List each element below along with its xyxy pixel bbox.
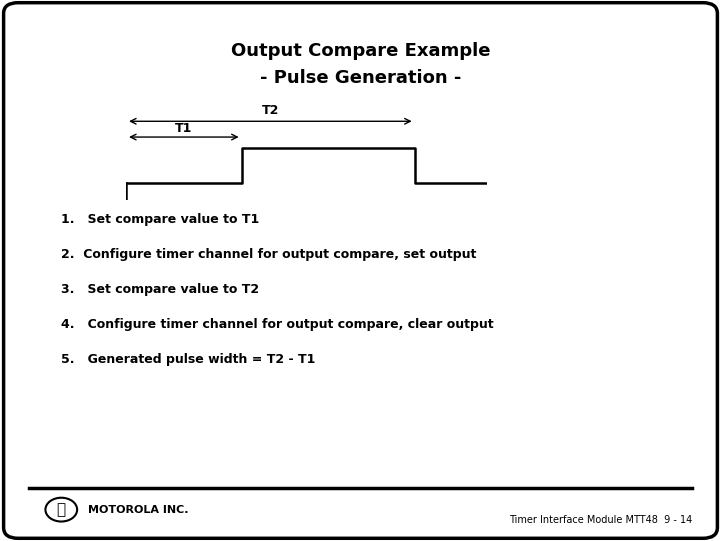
Text: 1.   Set compare value to T1: 1. Set compare value to T1 (61, 213, 260, 226)
Text: 5.   Generated pulse width = T2 - T1: 5. Generated pulse width = T2 - T1 (61, 353, 316, 366)
Text: - Pulse Generation -: - Pulse Generation - (260, 69, 461, 88)
Text: Output Compare Example: Output Compare Example (231, 42, 490, 61)
Text: Ⓜ: Ⓜ (57, 502, 66, 517)
Text: 3.   Set compare value to T2: 3. Set compare value to T2 (61, 283, 260, 296)
Text: MOTOROLA INC.: MOTOROLA INC. (88, 505, 188, 514)
Text: 2.  Configure timer channel for output compare, set output: 2. Configure timer channel for output co… (61, 248, 477, 261)
Circle shape (45, 498, 77, 522)
Text: T2: T2 (262, 104, 279, 117)
Text: T1: T1 (175, 122, 193, 135)
Text: Timer Interface Module MTT48  9 - 14: Timer Interface Module MTT48 9 - 14 (509, 516, 692, 525)
FancyBboxPatch shape (4, 3, 717, 538)
Text: 4.   Configure timer channel for output compare, clear output: 4. Configure timer channel for output co… (61, 318, 494, 331)
